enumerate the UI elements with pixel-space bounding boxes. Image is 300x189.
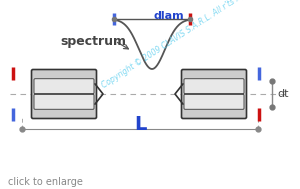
FancyBboxPatch shape — [184, 79, 244, 94]
Text: Copyright © 2009 CLAVIS S.A.R.L. All r’ts reserved: Copyright © 2009 CLAVIS S.A.R.L. All r’t… — [100, 0, 267, 90]
Text: L: L — [134, 115, 146, 134]
Text: dlam: dlam — [154, 11, 184, 21]
Text: dt: dt — [277, 89, 289, 99]
Text: click to enlarge: click to enlarge — [8, 177, 83, 187]
FancyBboxPatch shape — [34, 94, 94, 109]
FancyBboxPatch shape — [184, 94, 244, 109]
FancyBboxPatch shape — [182, 70, 247, 119]
Text: spectrum: spectrum — [60, 35, 126, 47]
FancyBboxPatch shape — [34, 79, 94, 94]
FancyBboxPatch shape — [32, 70, 97, 119]
